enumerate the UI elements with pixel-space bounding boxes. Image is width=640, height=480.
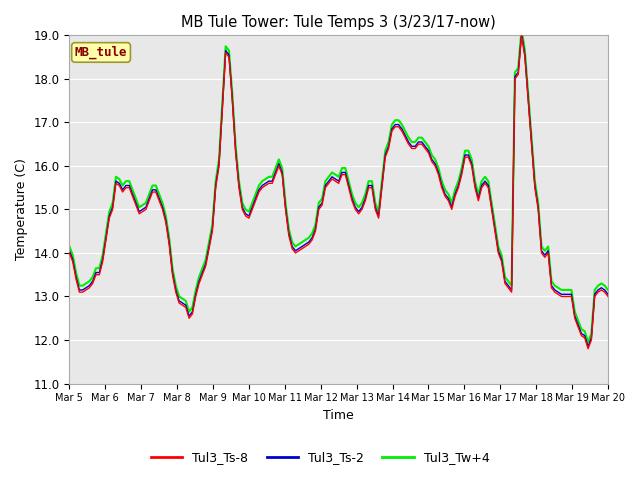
Tul3_Ts-2 (531, 182, 539, 188)
Tul3_Ts-8 (568, 294, 575, 300)
X-axis label: Time: Time (323, 409, 354, 422)
Tul3_Ts-8 (604, 294, 612, 300)
Tul3_Tw+4 (584, 339, 592, 345)
Legend: Tul3_Ts-8, Tul3_Ts-2, Tul3_Tw+4: Tul3_Ts-8, Tul3_Ts-2, Tul3_Tw+4 (145, 446, 495, 469)
Tul3_Tw+4 (308, 230, 316, 236)
Tul3_Ts-2 (604, 291, 612, 297)
Title: MB Tule Tower: Tule Temps 3 (3/23/17-now): MB Tule Tower: Tule Temps 3 (3/23/17-now… (181, 15, 496, 30)
Tul3_Tw+4 (215, 156, 223, 162)
Tul3_Ts-2 (488, 204, 495, 210)
Line: Tul3_Ts-8: Tul3_Ts-8 (69, 36, 608, 348)
Tul3_Ts-2 (308, 235, 316, 240)
Tul3_Tw+4 (518, 26, 525, 32)
Tul3_Tw+4 (458, 165, 465, 171)
Tul3_Tw+4 (65, 243, 73, 249)
Line: Tul3_Tw+4: Tul3_Tw+4 (69, 29, 608, 342)
Tul3_Tw+4 (604, 287, 612, 293)
Tul3_Ts-8 (518, 33, 525, 38)
Line: Tul3_Ts-2: Tul3_Ts-2 (69, 33, 608, 347)
Tul3_Ts-2 (458, 169, 465, 175)
Tul3_Ts-8 (584, 346, 592, 351)
Tul3_Ts-2 (518, 30, 525, 36)
Tul3_Ts-8 (458, 172, 465, 178)
Tul3_Ts-2 (65, 248, 73, 253)
Tul3_Ts-2 (584, 344, 592, 349)
Tul3_Ts-8 (65, 250, 73, 256)
Tul3_Ts-2 (568, 291, 575, 297)
Tul3_Ts-8 (488, 206, 495, 212)
Y-axis label: Temperature (C): Temperature (C) (15, 158, 28, 260)
Tul3_Tw+4 (568, 287, 575, 293)
Tul3_Ts-2 (215, 161, 223, 167)
Tul3_Tw+4 (488, 200, 495, 206)
Tul3_Ts-8 (531, 185, 539, 191)
Tul3_Ts-8 (308, 237, 316, 243)
Tul3_Tw+4 (531, 178, 539, 184)
Text: MB_tule: MB_tule (75, 46, 127, 59)
Tul3_Ts-8 (215, 163, 223, 169)
